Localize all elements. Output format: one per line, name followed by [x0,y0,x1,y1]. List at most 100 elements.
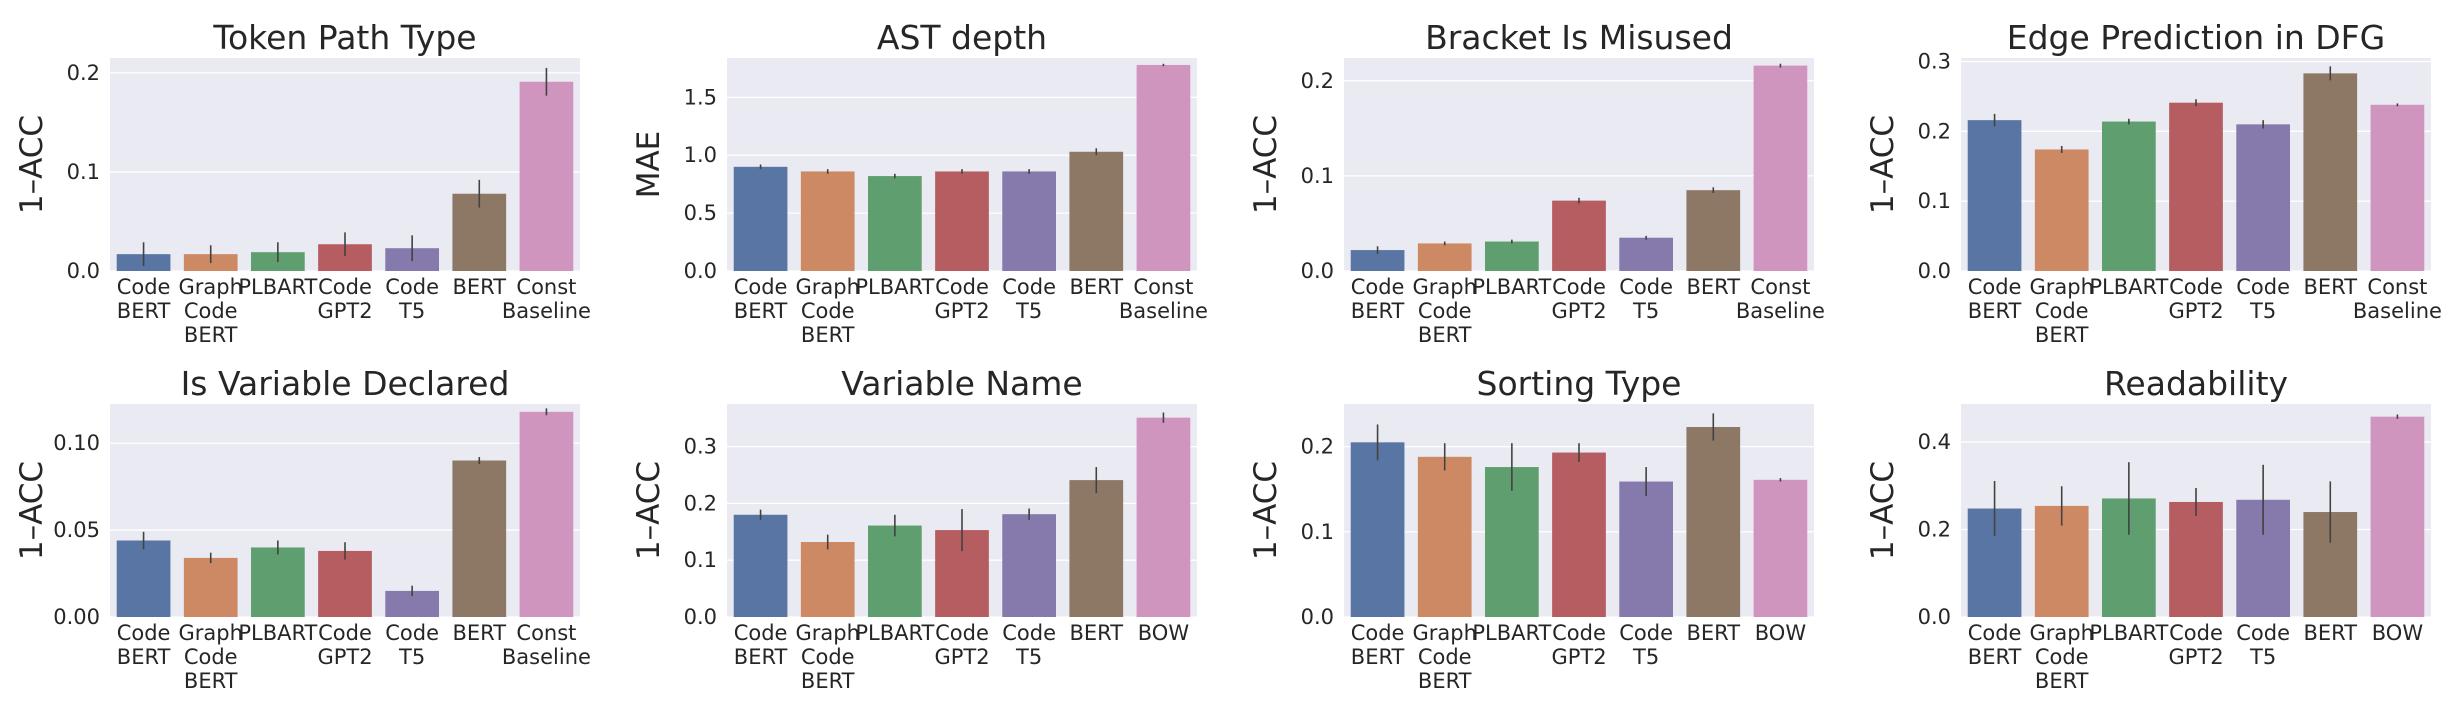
x-tick-label-line: PLBART [1472,621,1551,645]
x-tick-label-line: BOW [2372,621,2424,645]
x-tick-label-line: Graph [1413,275,1477,299]
bar [1350,442,1405,617]
bar [1136,417,1191,617]
x-tick-label-line: Graph [2030,275,2094,299]
x-tick-label-line: GPT2 [317,645,372,669]
chart-title: Edge Prediction in DFG [2007,18,2386,57]
y-tick-label: 0.2 [1918,518,1951,542]
x-tick-label-line: GPT2 [1551,645,1606,669]
x-tick-label-line: Code [2035,299,2089,323]
bar [1485,467,1539,617]
x-tick-label: Const Baseline [502,621,591,669]
bar [1619,237,1673,271]
x-tick-label-line: Code [1968,275,2022,299]
bar [733,514,788,617]
x-tick-label-line: BERT [117,299,171,323]
y-tick-label: 1.0 [684,143,717,167]
x-tick-label-line: GPT2 [1551,299,1606,323]
x-tick-label-line: Const [1750,275,1810,299]
x-tick-label: Graph Code BERT [2030,275,2094,347]
bar [183,557,238,617]
x-tick-label-line: BERT [1968,645,2022,669]
x-tick-label-line: Code [184,299,238,323]
x-tick-label-line: BERT [801,323,855,347]
x-tick-label-line: Code [1418,299,1472,323]
x-tick-label-line: T5 [398,299,425,323]
x-tick-label-line: T5 [1015,645,1042,669]
x-tick-label: Code T5 [1002,275,1056,323]
x-tick-label: Code GPT2 [317,275,372,323]
x-tick-label-line: Graph [796,621,860,645]
bar [1002,171,1056,271]
y-tick-label: 0.0 [67,259,100,283]
y-axis-label: 1–ACC [14,461,50,560]
x-tick-label-line: Code [801,645,855,669]
bar [1552,200,1606,271]
y-tick-label: 0.0 [1918,605,1951,629]
x-tick-label: Code BERT [1351,621,1405,669]
x-tick-label: Code GPT2 [934,275,989,323]
y-axis-label: 1–ACC [1248,115,1284,214]
y-tick-label: 0.3 [684,435,717,459]
y-tick-label: 0.1 [1301,520,1334,544]
x-tick-label: BERT [1686,275,1740,299]
x-tick-label: BERT [1069,621,1123,645]
x-tick-label-line: PLBART [855,621,934,645]
x-tick-label-line: BERT [1069,621,1123,645]
bar [2034,149,2089,271]
x-tick-label-line: GPT2 [2168,299,2223,323]
bar [733,166,788,271]
x-tick-label: Const Baseline [2353,275,2442,323]
x-tick-label-line: Code [734,621,788,645]
x-tick-label-line: Const [2367,275,2427,299]
y-axis-label: 1–ACC [1865,115,1901,214]
bar [1619,481,1673,617]
x-tick-label-line: PLBART [2089,621,2168,645]
y-tick-label: 0.0 [1301,259,1334,283]
x-tick-label-line: Code [935,275,989,299]
x-tick-label-line: Code [2169,275,2223,299]
chart-title: Is Variable Declared [181,364,510,403]
x-tick-label: PLBART [1472,621,1551,645]
chart-title: Sorting Type [1477,364,1682,403]
x-tick-label: BERT [452,621,506,645]
x-tick-label-line: Baseline [2353,299,2442,323]
x-tick-label-line: BERT [2035,323,2089,347]
x-tick-label-line: T5 [1632,645,1659,669]
bar [1967,120,2022,271]
x-tick-label-line: Code [184,645,238,669]
x-tick-label-line: Code [1552,621,1606,645]
x-tick-label-line: T5 [1015,299,1042,323]
x-tick-label-line: Const [516,275,576,299]
x-tick-label: Code T5 [1619,275,1673,323]
x-tick-label: Graph Code BERT [179,621,243,693]
x-tick-label: PLBART [2089,275,2168,299]
x-tick-label-line: BERT [1686,621,1740,645]
x-tick-label: Graph Code BERT [796,275,860,347]
bar [1686,427,1741,617]
x-tick-label-line: Graph [796,275,860,299]
y-axis-label: 1–ACC [14,115,50,214]
bar [1002,514,1056,617]
x-tick-label-line: GPT2 [2168,645,2223,669]
x-tick-label-line: Const [1133,275,1193,299]
x-tick-label: Graph Code BERT [1413,275,1477,347]
y-tick-label: 0.5 [684,201,717,225]
y-tick-label: 1.5 [684,85,717,109]
x-tick-label: Code T5 [385,621,439,669]
x-tick-label: Code GPT2 [1551,621,1606,669]
bar [1417,243,1472,271]
x-tick-label-line: Code [2169,621,2223,645]
chart-title: AST depth [877,18,1047,57]
x-tick-label: PLBART [855,621,934,645]
x-tick-label: BOW [2372,621,2424,645]
bar [935,171,989,271]
x-tick-label: Code T5 [2236,275,2290,323]
bar [251,547,305,617]
x-tick-label: Code T5 [1619,621,1673,669]
x-tick-label: Code T5 [1002,621,1056,669]
x-tick-label-line: GPT2 [934,299,989,323]
y-axis-label: MAE [631,131,667,199]
